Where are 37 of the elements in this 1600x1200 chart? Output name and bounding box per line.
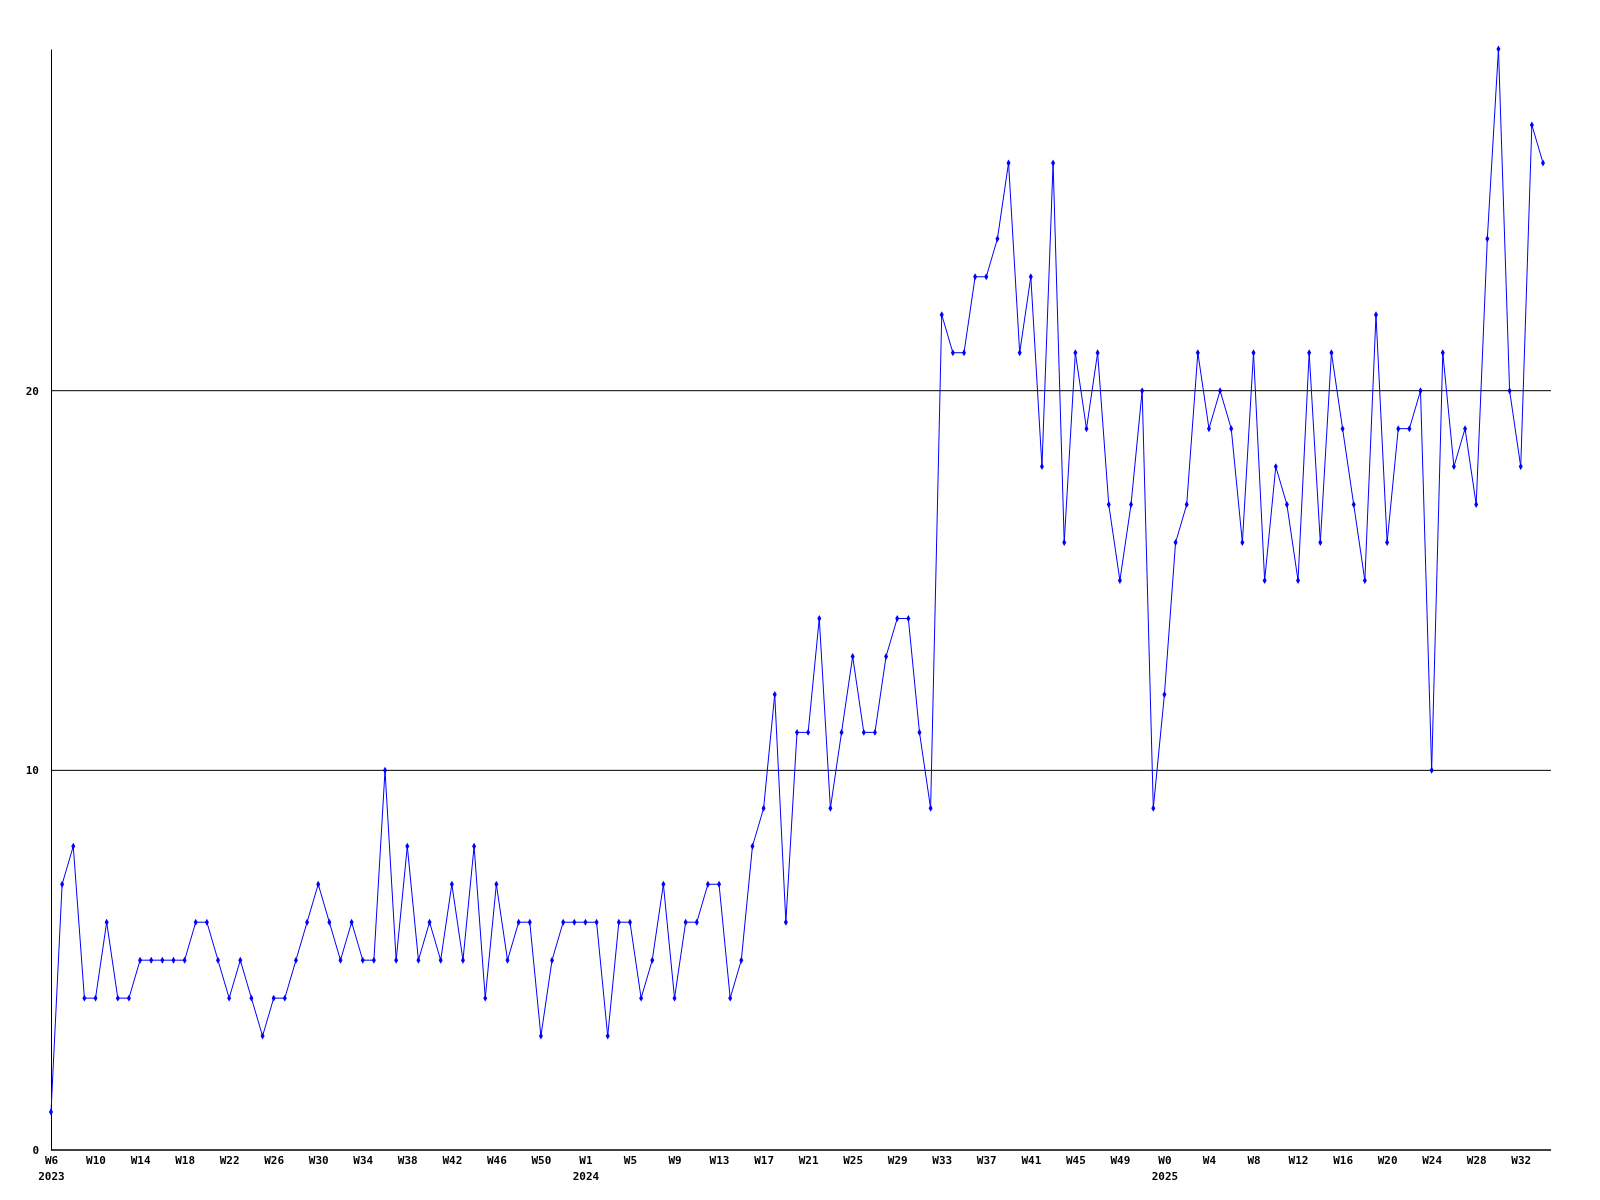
x-tick-label: W33 [932,1153,953,1167]
x-tick-label: W37 [976,1153,997,1167]
x-tick-label: W22 [219,1153,240,1167]
x-tick-label: W12 [1288,1153,1309,1167]
x-tick-label: W24 [1422,1153,1443,1167]
x-tick-label: W28 [1466,1153,1487,1167]
x-tick-label: W42 [442,1153,463,1167]
x-tick-label: W10 [86,1153,106,1167]
x-tick-label: W16 [1333,1153,1354,1167]
x-tick-label: W26 [264,1153,285,1167]
x-tick-label: W17 [754,1153,775,1167]
x-tick-label: W25 [843,1153,864,1167]
x-tick-label: W13 [709,1153,730,1167]
x-tick-label: W8 [1247,1153,1261,1167]
y-tick-label: 10 [25,764,39,778]
x-tick-label: W21 [798,1153,819,1167]
x-tick-label: W18 [175,1153,196,1167]
x-tick-label: W30 [308,1153,329,1167]
x-tick-label: W32 [1511,1153,1532,1167]
x-tick-label: W1 2024 [572,1153,600,1184]
x-tick-label: W38 [397,1153,418,1167]
y-tick-label: 0 [32,1144,39,1158]
x-tick-label: W45 [1065,1153,1086,1167]
x-tick-label: W41 [1021,1153,1042,1167]
x-tick-label: W49 [1110,1153,1131,1167]
x-tick-label: W0 2025 [1151,1153,1179,1184]
x-tick-label: W29 [887,1153,908,1167]
x-tick-label: W34 [353,1153,374,1167]
x-tick-label: W4 [1202,1153,1217,1167]
x-tick-label: W50 [531,1153,552,1167]
x-tick-label: W5 [623,1153,638,1167]
x-tick-label: W20 [1377,1153,1398,1167]
x-tick-label: W14 [130,1153,151,1167]
x-tick-label: W9 [668,1153,682,1167]
x-tick-label: W6 2023 [38,1153,65,1184]
x-tick-label: W46 [486,1153,508,1167]
y-tick-label: 20 [25,384,39,398]
